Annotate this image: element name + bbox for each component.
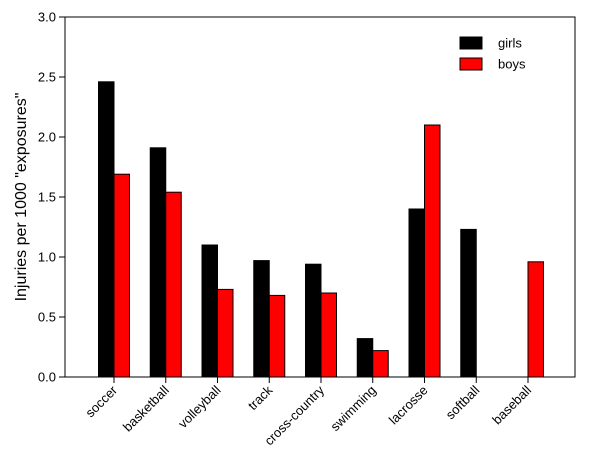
x-tick-label: soccer: [82, 382, 120, 420]
bar-boys-cross-country: [320, 292, 337, 378]
x-tick-label: basketball: [120, 382, 172, 434]
y-axis-title: Injuries per 1000 "exposures": [13, 93, 30, 302]
bar-boys-basketball: [165, 191, 182, 378]
legend-label-girls: girls: [498, 36, 522, 51]
y-tick-label: 3.0: [38, 10, 56, 25]
x-tick-label: softball: [443, 382, 483, 422]
y-tick-label: 2.5: [38, 70, 56, 85]
x-tick-label: track: [245, 382, 276, 413]
y-tick-label: 1.0: [38, 250, 56, 265]
bar-girls-volleyball: [201, 244, 218, 378]
bar-boys-baseball: [527, 261, 544, 378]
bar-boys-lacrosse: [424, 124, 441, 378]
bar-girls-cross-country: [305, 263, 322, 378]
bar-girls-softball: [460, 228, 477, 378]
bar-boys-track: [268, 294, 286, 378]
legend-swatch-girls: [459, 36, 483, 50]
legend-label-boys: boys: [498, 57, 526, 72]
y-tick-label: 2.0: [38, 130, 56, 145]
bar-girls-track: [253, 260, 270, 378]
x-axis: soccer basketball volleyball trackcross-cou…: [82, 377, 534, 448]
bars: [98, 81, 544, 378]
y-tick-label: 0.0: [38, 370, 56, 385]
bar-boys-soccer: [113, 173, 130, 378]
y-tick-label: 0.5: [38, 310, 56, 325]
bar-girls-soccer: [98, 81, 115, 378]
x-tick-label: baseball: [489, 382, 534, 427]
bar-girls-swimming: [356, 338, 374, 378]
bar-boys-swimming: [372, 350, 389, 378]
x-tick-label: lacrosse: [386, 383, 431, 428]
legend-swatch-boys: [459, 57, 483, 71]
y-tick-label: 1.5: [38, 190, 56, 205]
bar-girls-lacrosse: [408, 208, 425, 378]
legend: girls boys: [459, 36, 526, 72]
x-tick-label: swimming: [327, 383, 378, 434]
bar-boys-volleyball: [217, 288, 234, 378]
y-axis: 0.0 0.5 1.0 1.5 2.0 2.5 3.0: [38, 10, 65, 385]
bar-girls-basketball: [149, 147, 167, 378]
x-tick-label: volleyball: [175, 382, 223, 430]
